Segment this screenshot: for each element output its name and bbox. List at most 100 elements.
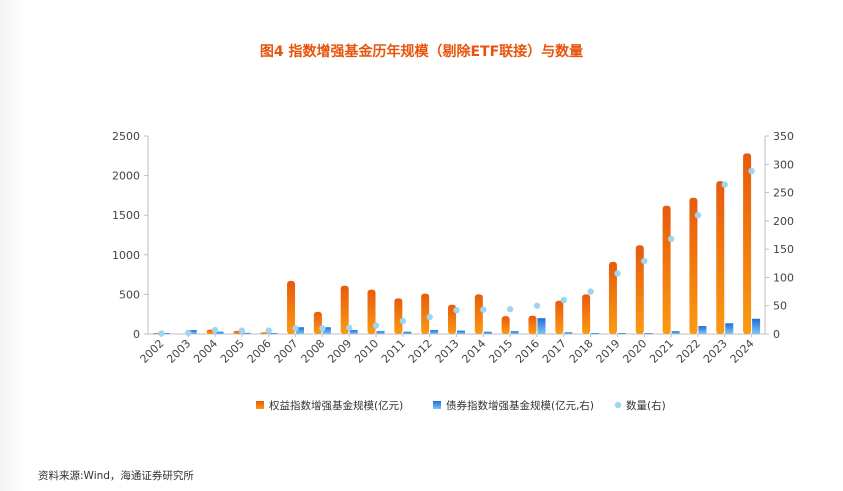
right-tick-label: 100 bbox=[773, 271, 794, 284]
left-tick-label: 2000 bbox=[112, 170, 140, 183]
legend-count-label: 数量(右) bbox=[626, 399, 666, 412]
x-tick-label: 2018 bbox=[567, 337, 596, 366]
x-tick-label: 2012 bbox=[406, 337, 435, 366]
count-point bbox=[238, 327, 246, 334]
x-tick-label: 2016 bbox=[513, 337, 542, 366]
count-point bbox=[345, 324, 353, 331]
x-tick-label: 2003 bbox=[164, 337, 193, 366]
bond-bar bbox=[725, 323, 734, 334]
equity-bar bbox=[287, 280, 296, 334]
bond-bar bbox=[349, 330, 358, 334]
equity-bar bbox=[340, 285, 349, 334]
right-tick-label: 50 bbox=[773, 300, 787, 313]
bond-bar bbox=[591, 333, 600, 334]
count-point bbox=[614, 270, 621, 277]
equity-bar bbox=[421, 293, 430, 334]
x-tick-label: 2009 bbox=[325, 337, 354, 366]
x-tick-label: 2004 bbox=[191, 337, 220, 366]
x-tick-label: 2008 bbox=[298, 337, 327, 366]
left-tick-label: 1000 bbox=[112, 249, 140, 262]
bond-bar bbox=[188, 330, 197, 334]
left-margin-strip bbox=[0, 0, 26, 491]
x-tick-label: 2017 bbox=[540, 337, 569, 366]
equity-bar bbox=[689, 197, 698, 334]
right-tick-label: 0 bbox=[773, 328, 780, 341]
left-tick-label: 500 bbox=[119, 288, 140, 301]
count-point bbox=[748, 167, 755, 175]
x-tick-label: 2007 bbox=[272, 337, 301, 366]
left-tick-label: 0 bbox=[133, 328, 140, 341]
equity-bar bbox=[608, 261, 617, 334]
bond-bar bbox=[430, 330, 439, 334]
x-tick-label: 2019 bbox=[594, 337, 623, 366]
count-point bbox=[667, 235, 675, 243]
bond-bar bbox=[457, 330, 465, 334]
count-point bbox=[641, 257, 648, 265]
bond-bar bbox=[215, 331, 224, 334]
equity-bar bbox=[716, 181, 725, 334]
count-point bbox=[453, 307, 460, 314]
left-tick-label: 2500 bbox=[112, 130, 140, 143]
count-point bbox=[506, 305, 514, 313]
bond-bar bbox=[296, 327, 305, 334]
equity-bar bbox=[635, 245, 644, 334]
x-tick-label: 2013 bbox=[433, 337, 462, 366]
bond-bar bbox=[161, 333, 170, 334]
bond-bar bbox=[671, 331, 680, 334]
count-point bbox=[319, 325, 326, 332]
equity-bar bbox=[367, 289, 376, 334]
right-tick-label: 200 bbox=[773, 215, 794, 228]
count-point bbox=[158, 330, 165, 337]
x-tick-label: 2015 bbox=[486, 337, 515, 366]
equity-bar bbox=[260, 332, 269, 334]
x-tick-label: 2010 bbox=[352, 337, 381, 366]
count-point bbox=[560, 296, 568, 304]
bond-bar bbox=[698, 326, 707, 334]
bond-bar bbox=[752, 318, 761, 334]
count-point bbox=[721, 181, 728, 188]
bond-bar bbox=[269, 333, 278, 334]
x-tick-label: 2021 bbox=[647, 337, 676, 366]
legend-bond-swatch bbox=[433, 401, 441, 409]
equity-bar bbox=[474, 294, 483, 334]
source-note: 资料来源:Wind，海通证券研究所 bbox=[38, 470, 194, 482]
legend-equity-label: 权益指数增强基金规模(亿元) bbox=[269, 399, 403, 412]
equity-bar bbox=[582, 294, 591, 334]
bond-bar bbox=[644, 333, 653, 334]
x-tick-label: 2006 bbox=[245, 337, 274, 366]
right-tick-label: 250 bbox=[773, 187, 794, 200]
x-tick-label: 2011 bbox=[379, 337, 408, 366]
count-point bbox=[426, 313, 433, 321]
count-point bbox=[533, 302, 541, 309]
equity-bar bbox=[662, 205, 671, 334]
equity-bar bbox=[394, 298, 403, 334]
x-tick-label: 2014 bbox=[459, 337, 488, 366]
bond-bar bbox=[483, 331, 492, 334]
count-point bbox=[292, 325, 299, 332]
equity-bar bbox=[555, 300, 564, 334]
bond-bar bbox=[510, 331, 519, 334]
bond-bar bbox=[617, 333, 626, 334]
bond-bar bbox=[403, 331, 412, 334]
right-tick-label: 300 bbox=[773, 158, 794, 171]
x-tick-label: 2005 bbox=[218, 337, 247, 366]
x-tick-label: 2002 bbox=[138, 337, 167, 366]
bond-bar bbox=[322, 327, 331, 334]
x-tick-label: 2024 bbox=[728, 337, 757, 366]
left-tick-label: 1500 bbox=[112, 209, 140, 222]
count-point bbox=[372, 322, 380, 329]
right-tick-label: 150 bbox=[773, 243, 794, 256]
bond-bar bbox=[242, 332, 251, 334]
equity-bar bbox=[501, 316, 510, 334]
bond-bar bbox=[564, 332, 573, 334]
bond-bar bbox=[376, 331, 385, 334]
count-point bbox=[694, 212, 702, 219]
x-tick-label: 2020 bbox=[620, 337, 649, 366]
count-point bbox=[480, 306, 487, 313]
x-tick-label: 2022 bbox=[674, 337, 703, 366]
equity-bar bbox=[528, 315, 537, 334]
x-tick-label: 2023 bbox=[701, 337, 730, 366]
count-point bbox=[185, 329, 192, 337]
count-point bbox=[587, 288, 594, 295]
